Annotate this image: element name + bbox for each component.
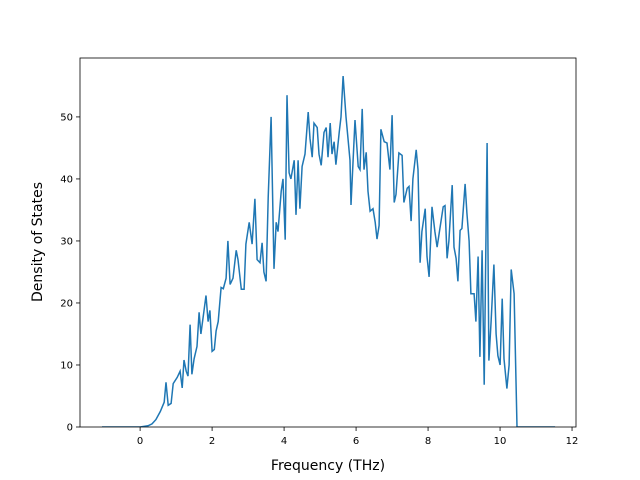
y-axis-label: Density of States: [30, 182, 46, 302]
x-axis-label: Frequency (THz): [271, 458, 385, 474]
y-tick-label: 30: [60, 236, 73, 247]
x-tick-label: 4: [281, 436, 287, 447]
x-tick-label: 8: [425, 436, 431, 447]
y-tick-label: 40: [60, 174, 73, 185]
y-tick-label: 0: [67, 423, 73, 434]
line: [102, 75, 556, 427]
y-tick-label: 10: [60, 360, 73, 371]
x-tick-label: 0: [137, 436, 143, 447]
x-tick-label: 2: [209, 436, 215, 447]
x-tick-label: 6: [353, 436, 359, 447]
plot-frame: [79, 57, 577, 428]
x-tick-label: 10: [494, 436, 507, 447]
y-tick-label: 50: [60, 112, 73, 123]
y-tick-label: 20: [60, 298, 73, 309]
x-tick-label: 12: [566, 436, 579, 447]
